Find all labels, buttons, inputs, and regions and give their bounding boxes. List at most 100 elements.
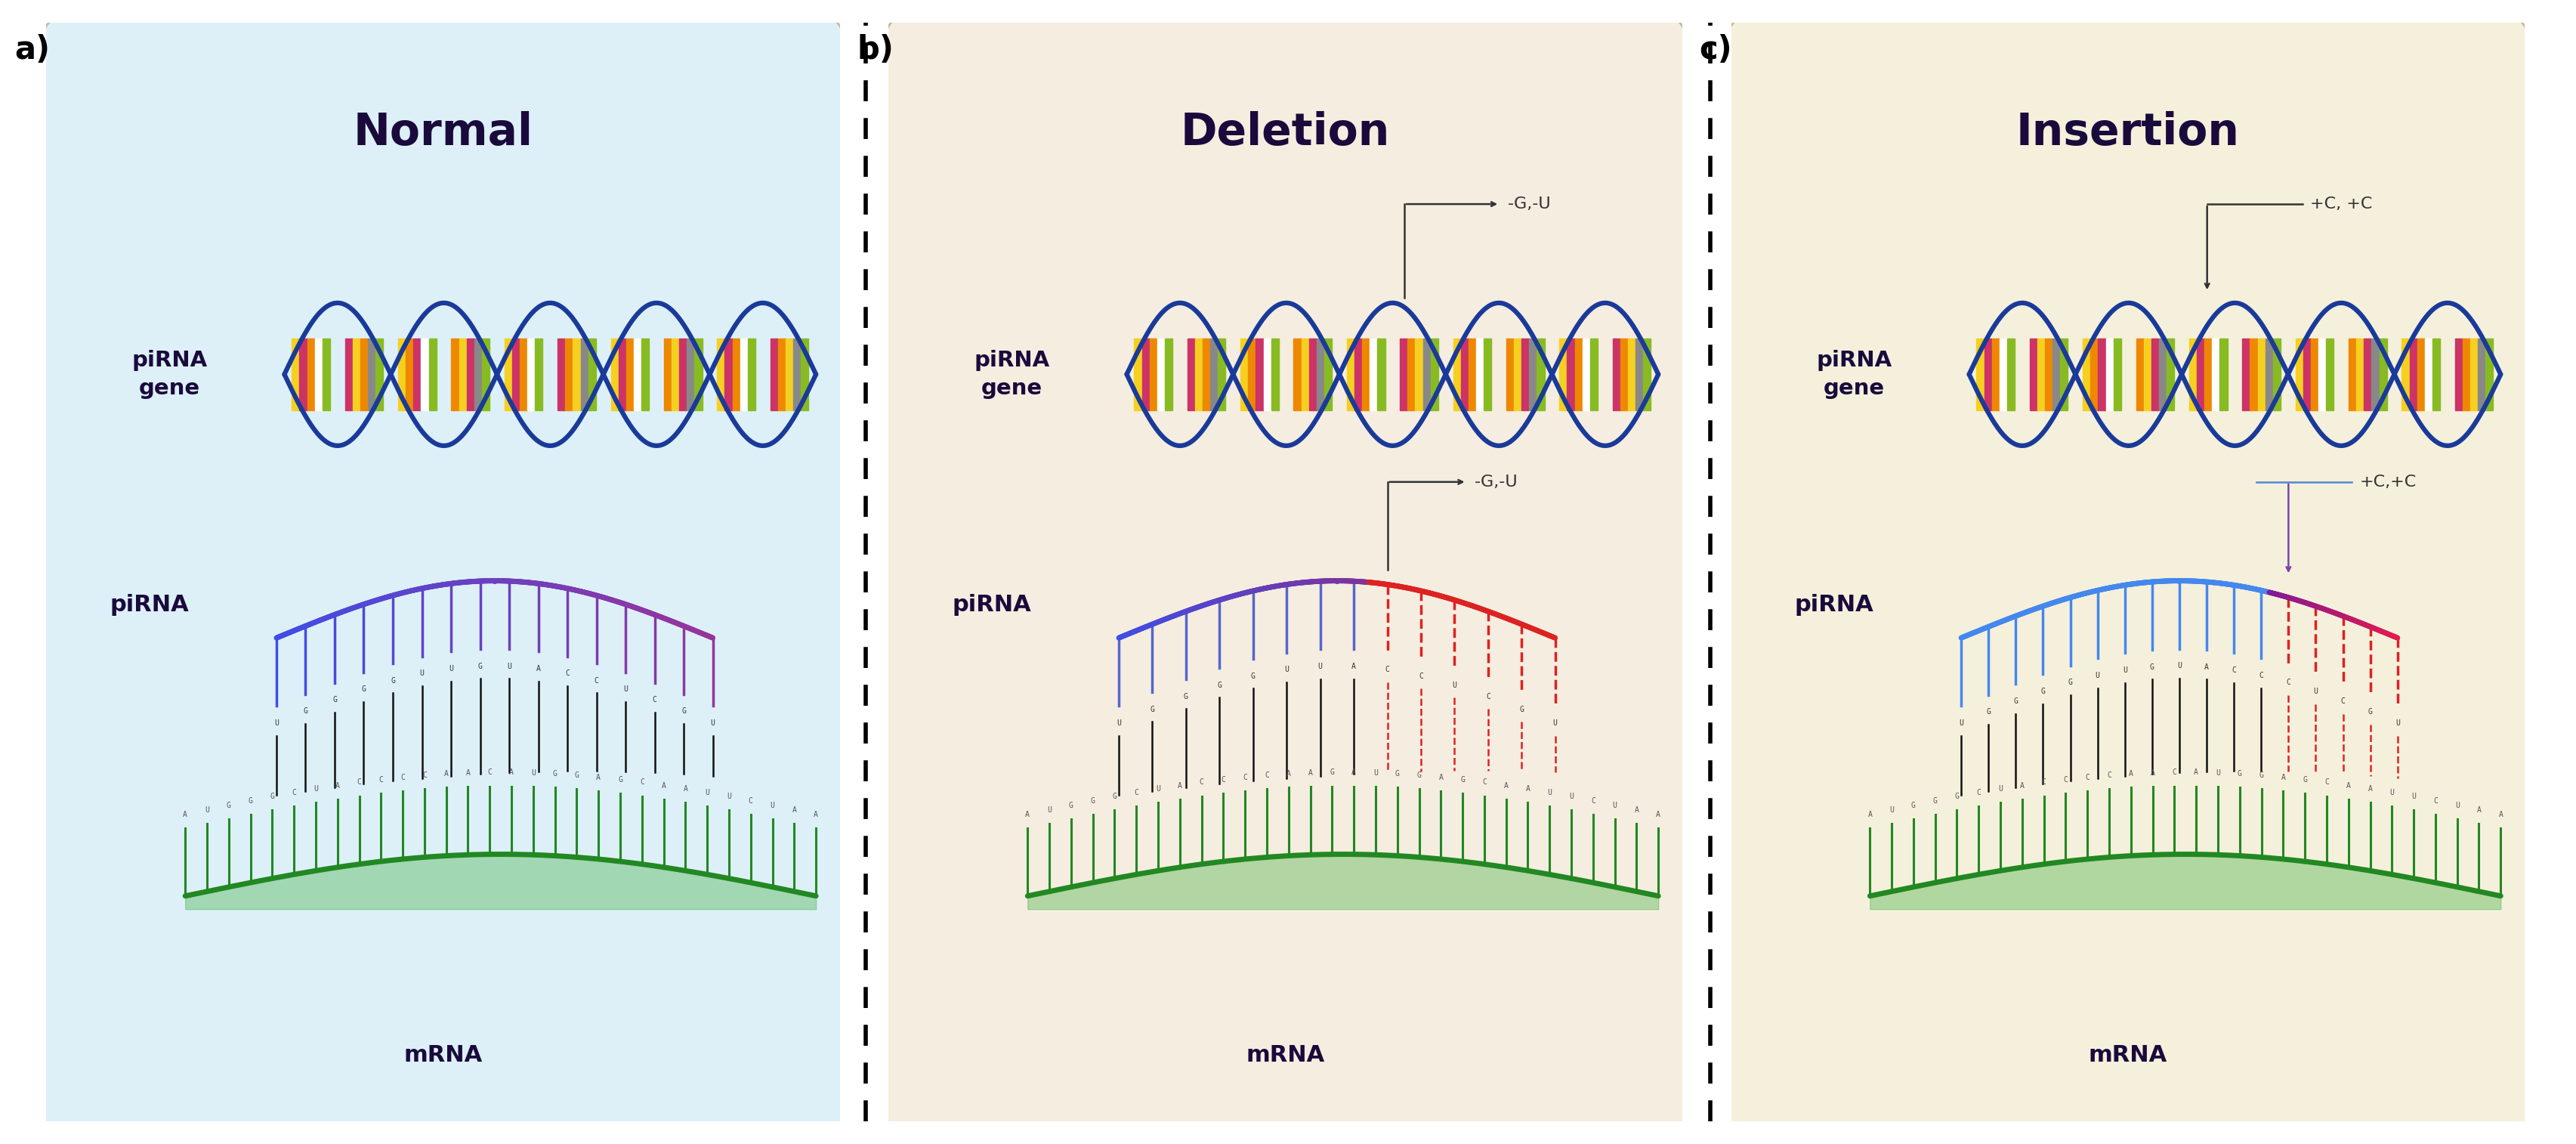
Text: C: C (1976, 789, 1981, 796)
Bar (2241, 339, 2249, 411)
Bar (1141, 339, 1149, 411)
Bar (2030, 339, 2038, 411)
Bar (770, 339, 778, 411)
Text: G: G (1069, 802, 1074, 809)
Text: A: A (2367, 785, 2372, 793)
Text: C: C (487, 769, 492, 777)
Bar (2372, 339, 2380, 411)
Text: C: C (1386, 666, 1388, 674)
Text: C: C (2342, 698, 2344, 705)
Bar (2061, 339, 2069, 411)
Bar (2151, 339, 2159, 411)
FancyBboxPatch shape (41, 17, 845, 1133)
Bar (1461, 339, 1468, 411)
Bar (2365, 339, 2372, 411)
Bar (361, 339, 368, 411)
Bar (1203, 339, 1211, 411)
Text: piRNA: piRNA (111, 594, 188, 615)
Bar (2159, 339, 2166, 411)
FancyBboxPatch shape (884, 17, 1687, 1133)
Text: U: U (1553, 720, 1558, 726)
Bar (1324, 339, 1332, 411)
Text: C: C (2287, 678, 2290, 686)
Bar (1628, 339, 1636, 411)
Bar (778, 339, 786, 411)
Bar (1414, 339, 1422, 411)
Text: A: A (2280, 773, 2285, 781)
Bar (696, 339, 703, 411)
Text: U: U (623, 685, 629, 693)
Text: U: U (2455, 802, 2460, 809)
Bar (1399, 339, 1406, 411)
Bar (1309, 339, 1316, 411)
Bar (572, 339, 580, 411)
Bar (2401, 339, 2409, 411)
Bar (474, 339, 482, 411)
Bar (451, 339, 459, 411)
Bar (528, 339, 536, 411)
Bar (1589, 339, 1597, 411)
Bar (2084, 339, 2092, 411)
Text: c): c) (1700, 34, 1731, 65)
Text: U: U (448, 665, 453, 673)
Text: G: G (2303, 776, 2308, 784)
Bar (345, 339, 353, 411)
Bar (2166, 339, 2174, 411)
Bar (1484, 339, 1492, 411)
Bar (1613, 339, 1620, 411)
Text: U: U (1569, 793, 1574, 801)
Text: G: G (1955, 793, 1960, 801)
Text: A: A (662, 781, 667, 789)
Bar (1991, 339, 1999, 411)
Bar (2092, 339, 2099, 411)
Text: G: G (1252, 673, 1255, 680)
Text: C: C (1486, 692, 1492, 700)
Bar (2349, 339, 2357, 411)
Text: U: U (1285, 666, 1288, 674)
Text: +C, +C: +C, +C (2311, 197, 2372, 212)
Text: C: C (639, 779, 644, 786)
Bar (376, 339, 384, 411)
Text: G: G (2151, 664, 2154, 670)
Text: U: U (726, 793, 732, 801)
Text: U: U (507, 662, 513, 670)
Text: A: A (1352, 769, 1355, 777)
Bar (626, 339, 634, 411)
Text: U: U (2411, 793, 2416, 801)
Text: C: C (1419, 673, 1422, 680)
Bar (1133, 339, 1141, 411)
Bar (291, 339, 299, 411)
Text: C: C (1265, 772, 1270, 779)
Bar (618, 339, 626, 411)
Text: A: A (1504, 781, 1510, 789)
Bar (1262, 339, 1270, 411)
Bar (1370, 339, 1378, 411)
Text: U: U (2177, 662, 2182, 669)
Text: C: C (399, 773, 404, 781)
Text: C: C (2107, 772, 2112, 779)
Bar (1566, 339, 1574, 411)
Bar (732, 339, 739, 411)
Text: C: C (1242, 773, 1247, 781)
Bar (1582, 339, 1589, 411)
Text: G: G (479, 662, 482, 670)
Text: G: G (1461, 776, 1466, 784)
Bar (1355, 339, 1363, 411)
Text: U: U (273, 720, 278, 726)
Bar (2357, 339, 2365, 411)
Bar (2455, 339, 2463, 411)
Bar (1476, 339, 1484, 411)
Text: A: A (1437, 773, 1443, 781)
Text: G: G (392, 677, 394, 684)
Text: G: G (683, 707, 685, 715)
Bar (1149, 339, 1157, 411)
Text: C: C (1133, 789, 1139, 796)
Bar (2380, 339, 2388, 411)
Text: U: U (2396, 720, 2401, 726)
Text: G: G (270, 793, 276, 801)
Text: G: G (1185, 692, 1188, 700)
Text: piRNA
gene: piRNA gene (1816, 350, 1891, 399)
Text: A: A (2195, 769, 2197, 777)
Text: Insertion: Insertion (2017, 111, 2239, 154)
Text: U: U (1373, 769, 1378, 777)
